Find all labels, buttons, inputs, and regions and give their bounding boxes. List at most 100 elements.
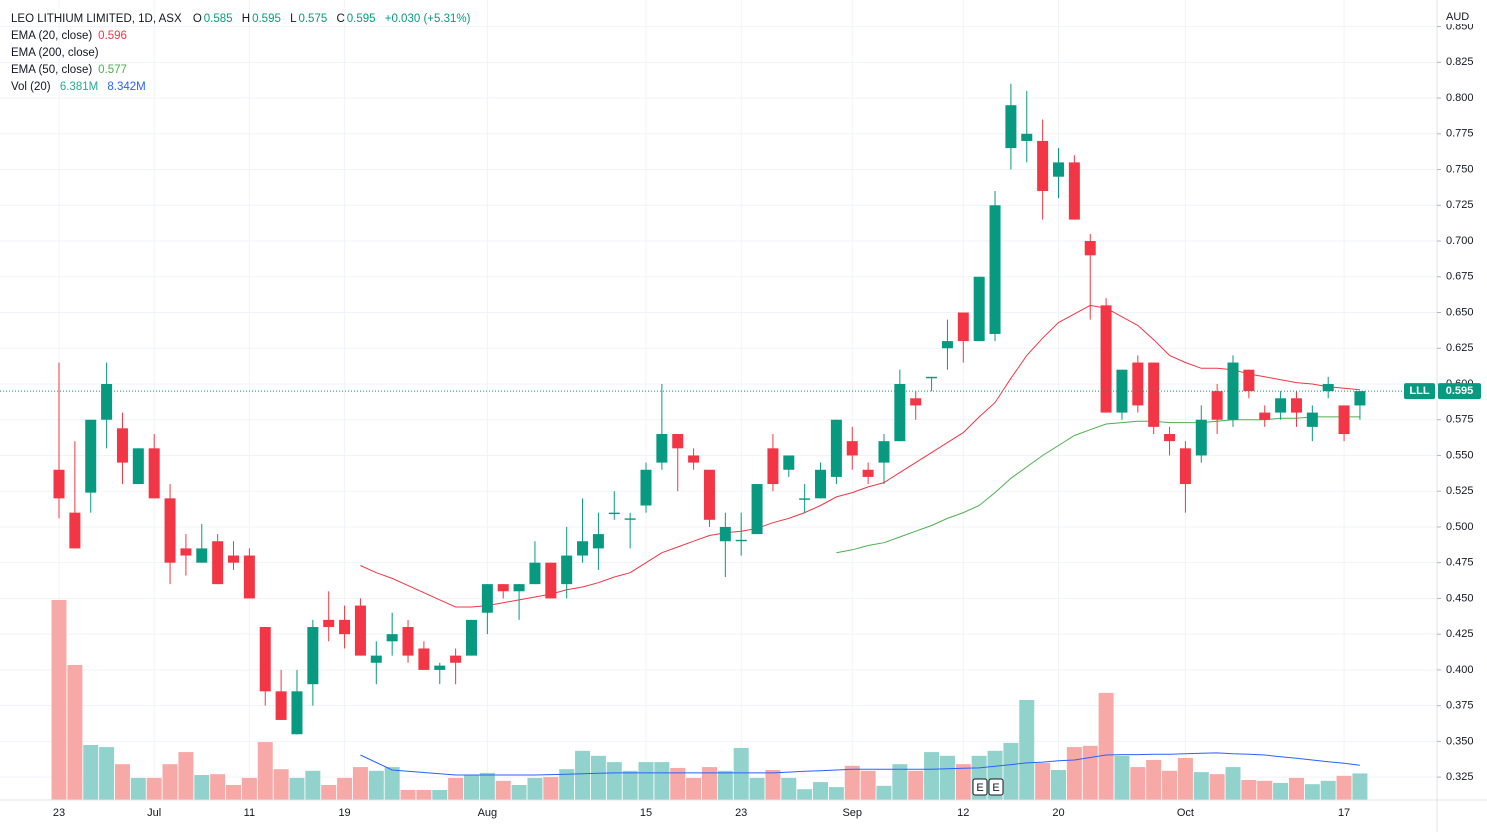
candle-body bbox=[719, 526, 731, 542]
candle-body bbox=[132, 448, 144, 485]
legend-row: Vol (20) 6.381M 8.342M bbox=[11, 79, 472, 96]
event-box[interactable] bbox=[972, 778, 988, 796]
volume-bar bbox=[1177, 757, 1193, 800]
ohlc-label: O bbox=[192, 13, 202, 25]
volume-bar bbox=[241, 777, 257, 800]
y-tick-label: 0.675 bbox=[1446, 271, 1474, 283]
y-tick-label: 0.550 bbox=[1446, 449, 1474, 461]
price-tag bbox=[1438, 383, 1481, 400]
y-tick-label: 0.650 bbox=[1446, 306, 1474, 318]
volume-bar bbox=[717, 770, 733, 800]
candle-body bbox=[926, 376, 938, 379]
x-tick-label: Jul bbox=[147, 807, 161, 819]
y-tick-label: 0.575 bbox=[1446, 414, 1474, 426]
volume-bar bbox=[511, 785, 527, 800]
candle-body bbox=[53, 469, 65, 499]
x-tick-label: 19 bbox=[338, 807, 350, 819]
candle-body bbox=[116, 428, 128, 463]
volume-bar bbox=[1098, 692, 1114, 800]
candle-body bbox=[275, 691, 287, 720]
ohlc-label: H bbox=[241, 13, 251, 25]
y-tick-label: 0.625 bbox=[1446, 342, 1474, 354]
volume-bar bbox=[654, 762, 670, 800]
volume-bar bbox=[1352, 773, 1368, 800]
candle-body bbox=[894, 383, 906, 442]
candle-body bbox=[481, 584, 493, 613]
candle-body bbox=[418, 648, 430, 670]
x-tick-label: 17 bbox=[1338, 807, 1350, 819]
legend: LEO LITHIUM LIMITED, 1D, ASX O 0.585 H 0.5… bbox=[11, 11, 472, 96]
volume-bar bbox=[876, 785, 892, 800]
volume-bar bbox=[590, 755, 606, 800]
candle-body bbox=[989, 205, 1001, 334]
volume-bar bbox=[400, 790, 416, 800]
volume-bar bbox=[955, 764, 971, 800]
volume-bar bbox=[289, 777, 305, 800]
candle-body bbox=[85, 419, 97, 493]
volume-bar bbox=[432, 790, 448, 800]
candle-body bbox=[1021, 133, 1033, 141]
candle-body bbox=[386, 634, 398, 642]
event-label[interactable]: E bbox=[976, 782, 983, 794]
legend-row: EMA (20, close) 0.596 bbox=[11, 28, 472, 45]
x-tick-label: Oct bbox=[1177, 807, 1194, 819]
candle-body bbox=[1290, 398, 1302, 413]
candle-body bbox=[259, 627, 271, 692]
candle-body bbox=[212, 541, 224, 585]
volume-bar bbox=[844, 765, 860, 800]
y-tick-label: 0.375 bbox=[1446, 700, 1474, 712]
symbol-tag-label: LLL bbox=[1409, 385, 1429, 397]
ema-line bbox=[836, 416, 1360, 554]
volume-bar bbox=[686, 777, 702, 800]
candle-body bbox=[656, 434, 668, 463]
volume-bar bbox=[337, 777, 353, 800]
legend-name: EMA (20, close) bbox=[11, 30, 93, 42]
candle-body bbox=[243, 555, 255, 599]
volume-bar bbox=[479, 772, 495, 800]
candle-body bbox=[291, 691, 303, 735]
legend-value: 8.342M bbox=[107, 81, 146, 93]
ohlc-value: 0.595 bbox=[346, 13, 376, 25]
volume-pane bbox=[51, 600, 1368, 800]
candle-body bbox=[196, 548, 208, 563]
candle-body bbox=[815, 469, 827, 499]
symbol-tag bbox=[1404, 383, 1435, 400]
volume-bar bbox=[1019, 700, 1035, 800]
volume-bar bbox=[463, 775, 479, 800]
currency-label: AUD bbox=[1446, 11, 1469, 23]
volume-bar bbox=[178, 752, 194, 800]
legend-row: EMA (200, close) bbox=[11, 45, 472, 62]
candle-body bbox=[228, 555, 240, 563]
candle-body bbox=[640, 469, 652, 506]
y-tick-label: 0.425 bbox=[1446, 628, 1474, 640]
volume-bar bbox=[828, 787, 844, 800]
candle-body bbox=[688, 455, 700, 463]
candle-body bbox=[1322, 383, 1334, 392]
volume-bar bbox=[781, 777, 797, 800]
candle-body bbox=[323, 619, 335, 628]
candle-body bbox=[465, 619, 477, 656]
candle-body bbox=[910, 398, 922, 406]
candle-body bbox=[545, 562, 557, 599]
volume-bar bbox=[1035, 762, 1051, 800]
ohlc-value: 0.585 bbox=[203, 13, 233, 25]
volume-bar bbox=[606, 762, 622, 800]
candle-body bbox=[783, 455, 795, 470]
candle-body bbox=[1354, 391, 1366, 406]
event-label[interactable]: E bbox=[992, 782, 999, 794]
y-tick-label: 0.825 bbox=[1446, 56, 1474, 68]
volume-bar bbox=[67, 665, 83, 800]
y-tick-label: 0.775 bbox=[1446, 128, 1474, 140]
candle-body bbox=[450, 655, 462, 663]
event-box[interactable] bbox=[988, 778, 1004, 796]
currency-box bbox=[1438, 0, 1487, 24]
candle-body bbox=[1116, 369, 1128, 413]
candle-body bbox=[1068, 162, 1080, 220]
volume-bar bbox=[1193, 772, 1209, 800]
volume-bar bbox=[701, 767, 717, 800]
volume-bar bbox=[257, 742, 273, 800]
volume-bar bbox=[527, 777, 543, 800]
y-tick-label: 0.800 bbox=[1446, 92, 1474, 104]
